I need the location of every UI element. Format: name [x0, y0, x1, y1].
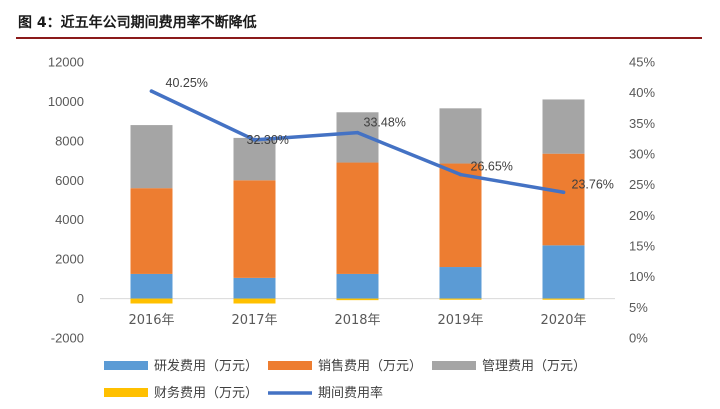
legend-swatch	[104, 361, 148, 370]
bar-segment	[542, 245, 585, 299]
bar-segment	[233, 277, 276, 299]
rate-line-point	[149, 89, 154, 93]
y-left-tick-label: -2000	[51, 331, 84, 346]
bar-segment	[130, 298, 173, 304]
bar-segment	[233, 298, 276, 304]
legend-label: 财务费用（万元）	[154, 385, 258, 401]
rate-data-label: 40.25%	[166, 76, 208, 90]
rate-line-point	[458, 172, 463, 177]
legend-label: 销售费用（万元）	[318, 358, 422, 374]
legend-swatch	[268, 361, 312, 370]
y-left-tick-label: 8000	[55, 133, 84, 148]
title-rule	[16, 37, 702, 39]
bar-segment	[439, 163, 482, 268]
y-right-tick-label: 20%	[629, 208, 655, 223]
y-left-tick-label: 4000	[55, 212, 84, 227]
rate-data-label: 23.76%	[572, 177, 614, 191]
bar-segment	[233, 180, 276, 278]
bar-segment	[439, 108, 482, 164]
legend-label: 管理费用（万元）	[482, 359, 586, 374]
rate-data-label: 33.48%	[364, 116, 406, 130]
bar-segment	[130, 188, 173, 274]
y-right-tick-label: 5%	[629, 300, 648, 315]
x-category-label: 2017年	[231, 313, 277, 328]
bar-segment	[439, 267, 482, 299]
bar-segment	[130, 273, 173, 299]
bar-segment	[130, 125, 173, 189]
legend-label: 期间费用率	[318, 385, 383, 401]
y-right-tick-label: 30%	[629, 147, 655, 162]
figure-title: 图 4：近五年公司期间费用率不断降低	[18, 15, 257, 31]
x-category-label: 2016年	[128, 313, 174, 328]
bar-segment	[336, 162, 379, 274]
x-category-label: 2020年	[540, 313, 586, 328]
y-right-tick-label: 35%	[629, 116, 655, 131]
rate-data-label: 26.65%	[471, 160, 513, 174]
rate-data-label: 32.30%	[247, 133, 289, 147]
y-left-tick-label: 0	[77, 291, 84, 306]
legend-label: 研发费用（万元）	[154, 358, 258, 374]
y-right-tick-label: 40%	[629, 85, 655, 100]
x-category-label: 2018年	[334, 313, 380, 328]
y-right-tick-label: 15%	[629, 239, 655, 254]
y-left-tick-label: 2000	[55, 252, 84, 267]
bar-segment	[542, 153, 585, 246]
legend-swatch	[432, 361, 476, 370]
y-left-tick-label: 10000	[48, 94, 84, 109]
y-right-tick-label: 10%	[629, 269, 655, 284]
bar-segment	[542, 298, 585, 300]
y-right-tick-label: 25%	[629, 177, 655, 192]
y-left-tick-label: 6000	[55, 173, 84, 188]
legend-swatch	[104, 388, 148, 397]
bar-segment	[542, 99, 585, 154]
x-category-label: 2019年	[437, 313, 483, 328]
bar-segment	[336, 273, 379, 299]
y-right-tick-label: 45%	[629, 55, 655, 70]
bar-segment	[336, 298, 379, 301]
rate-line-point	[355, 130, 360, 135]
bar-segment	[233, 137, 276, 181]
y-left-tick-label: 12000	[48, 55, 84, 70]
bar-segment	[439, 298, 482, 300]
y-right-tick-label: 0%	[629, 331, 648, 346]
rate-line-point	[252, 138, 257, 142]
rate-line-point	[561, 190, 566, 195]
